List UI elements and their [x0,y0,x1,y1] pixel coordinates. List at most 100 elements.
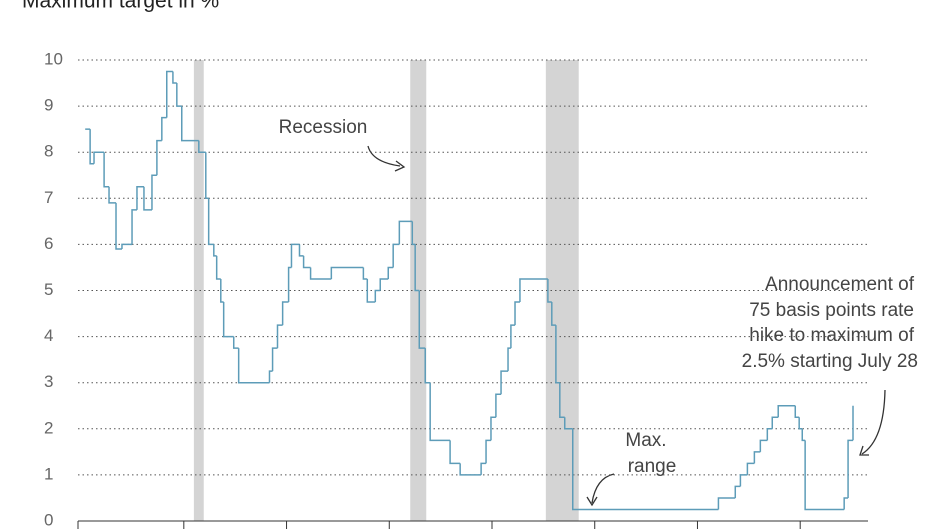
rate-step [330,266,364,279]
rate-step [276,324,283,349]
rate-step [739,474,748,487]
rate-step [559,382,565,419]
rate-step [215,255,221,280]
rate-step [166,70,173,118]
rate-step [222,302,234,338]
rate-step [232,336,239,349]
rate-step [290,243,300,268]
annotation: Max. [625,430,666,451]
y-tick-label: 4 [44,326,53,345]
rate-step [302,255,311,269]
rate-step [480,462,487,475]
rate-step [798,417,803,430]
rate-step [131,209,137,245]
rate-step [151,174,157,210]
rate-step [237,348,270,384]
rate-step [156,139,162,176]
rate-step [136,186,144,210]
chart-title: Maximum target in % [22,0,219,13]
rate-step [362,267,368,280]
rate-step [555,325,560,384]
rate-step [198,140,206,153]
rate-step [804,440,845,511]
rate-step [287,266,292,303]
arrow-head [859,445,869,456]
rate-step [108,186,117,204]
annotation: 2.5% starting July 28 [742,351,918,372]
rate-step [89,129,95,165]
rate-step [398,220,413,245]
rate-step [847,439,854,498]
rate-step [500,370,509,395]
y-tick-label: 5 [44,280,53,299]
annotation: hike to maximum of [749,325,914,346]
rate-step [161,116,167,141]
rate-step [176,83,182,107]
y-tick-label: 7 [44,188,53,207]
rate-step [753,451,761,464]
arrow [861,389,886,455]
rate-step [374,289,381,303]
rate-step [519,278,548,303]
rate-step [572,428,719,511]
rate-step [449,440,461,465]
rate-step [746,462,755,475]
rate-step [220,278,224,303]
y-tick-label: 0 [44,510,53,529]
y-tick-label: 3 [44,372,53,391]
rate-step [392,243,400,268]
annotation: range [628,456,677,477]
rate-step [507,347,511,372]
rate-step [418,290,426,349]
annotation: 75 basis points rate [749,300,914,321]
rate-step [379,278,389,291]
rate-step [387,266,394,279]
rate-step [794,405,800,419]
rate-step [843,497,849,510]
rate-step [759,439,768,452]
rate-step [766,428,773,441]
recession-band [193,60,204,521]
arrow [367,145,401,167]
annotation: Recession [279,117,368,138]
rate-step [268,370,273,383]
rate-step [424,348,431,384]
rate-step [563,417,573,430]
rate-step [551,302,556,326]
rate-step [103,152,110,188]
rate-step [429,382,451,442]
rate-step [121,243,133,250]
rate-step [115,202,122,250]
rate-step [309,267,332,280]
rate-step [205,152,209,200]
rate-step [143,186,152,211]
rate-step [717,497,736,510]
y-tick-label: 2 [44,418,53,437]
rate-step [207,198,214,246]
rate-step [490,416,496,441]
y-tick-label: 8 [44,142,53,161]
rate-step [485,439,491,464]
arrows [367,145,886,507]
rate-step [514,301,520,326]
rate-step [459,463,482,476]
y-tick-label: 9 [44,96,53,115]
rate-step [93,151,105,164]
rate-step [281,301,289,326]
rate-step [495,393,502,418]
arrow [591,473,615,504]
rate-step [411,221,416,246]
annotation: Announcement of [765,274,915,295]
rate-step [801,428,806,442]
rate-step [298,244,304,257]
rate-step [366,278,376,303]
rate-step [271,347,278,372]
rate-step [777,405,796,418]
arrow-head [394,160,406,172]
rate-step [414,244,420,292]
rate-step [213,244,217,257]
rate-step [172,71,177,84]
y-tick-label: 10 [44,49,63,68]
